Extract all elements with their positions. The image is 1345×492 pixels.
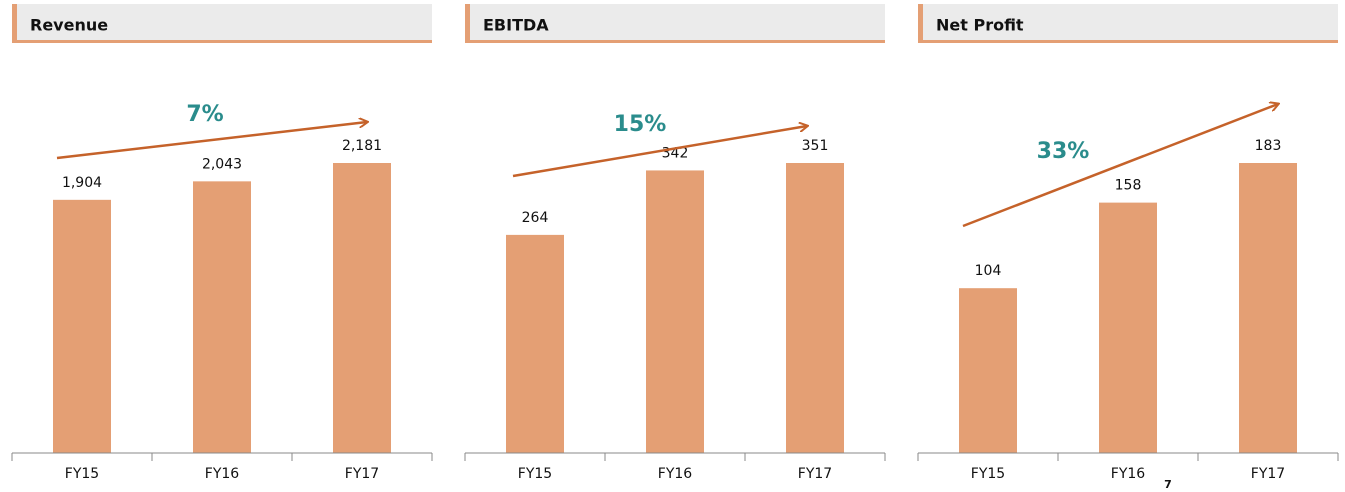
- value-label: 264: [522, 210, 549, 226]
- x-tick-label: FY17: [1251, 466, 1285, 482]
- chart-title: EBITDA: [483, 16, 549, 35]
- chart-title: Net Profit: [936, 16, 1024, 35]
- header-underline: [12, 40, 432, 43]
- bar: [506, 234, 564, 453]
- x-tick-label: FY16: [1111, 466, 1146, 482]
- x-tick-label: FY17: [798, 466, 832, 482]
- header-accent: [12, 4, 17, 42]
- x-tick-label: FY15: [65, 466, 99, 482]
- page-number: 7: [1164, 478, 1172, 491]
- value-label: 158: [1115, 178, 1142, 194]
- growth-arrow: [512, 126, 807, 178]
- chart-title: Revenue: [30, 16, 108, 35]
- value-label: 183: [1255, 138, 1282, 154]
- header-accent: [918, 4, 923, 42]
- bar: [1239, 163, 1297, 453]
- bar: [193, 181, 251, 454]
- x-tick-label: FY15: [518, 466, 552, 482]
- value-label: 351: [802, 138, 829, 154]
- header-band: [465, 4, 885, 42]
- x-tick-label: FY16: [205, 466, 240, 482]
- header-accent: [465, 4, 470, 42]
- growth-label: 7%: [186, 102, 223, 127]
- x-tick-label: FY17: [345, 466, 379, 482]
- bar: [1099, 202, 1157, 453]
- x-tick-label: FY16: [658, 466, 693, 482]
- bar: [786, 163, 844, 453]
- value-label: 2,181: [342, 138, 382, 154]
- header-band: [12, 4, 432, 42]
- growth-arrow: [962, 104, 1278, 228]
- bar: [646, 170, 704, 453]
- bar: [959, 288, 1017, 453]
- value-label: 104: [975, 263, 1002, 279]
- header-band: [918, 4, 1338, 42]
- growth-label: 15%: [614, 112, 667, 137]
- bar: [333, 163, 391, 453]
- bar: [53, 199, 111, 453]
- growth-label: 33%: [1037, 139, 1090, 164]
- header-underline: [465, 40, 885, 43]
- value-label: 1,904: [62, 175, 102, 191]
- growth-arrow: [56, 122, 367, 160]
- header-underline: [918, 40, 1338, 43]
- x-tick-label: FY15: [971, 466, 1005, 482]
- value-label: 2,043: [202, 156, 242, 172]
